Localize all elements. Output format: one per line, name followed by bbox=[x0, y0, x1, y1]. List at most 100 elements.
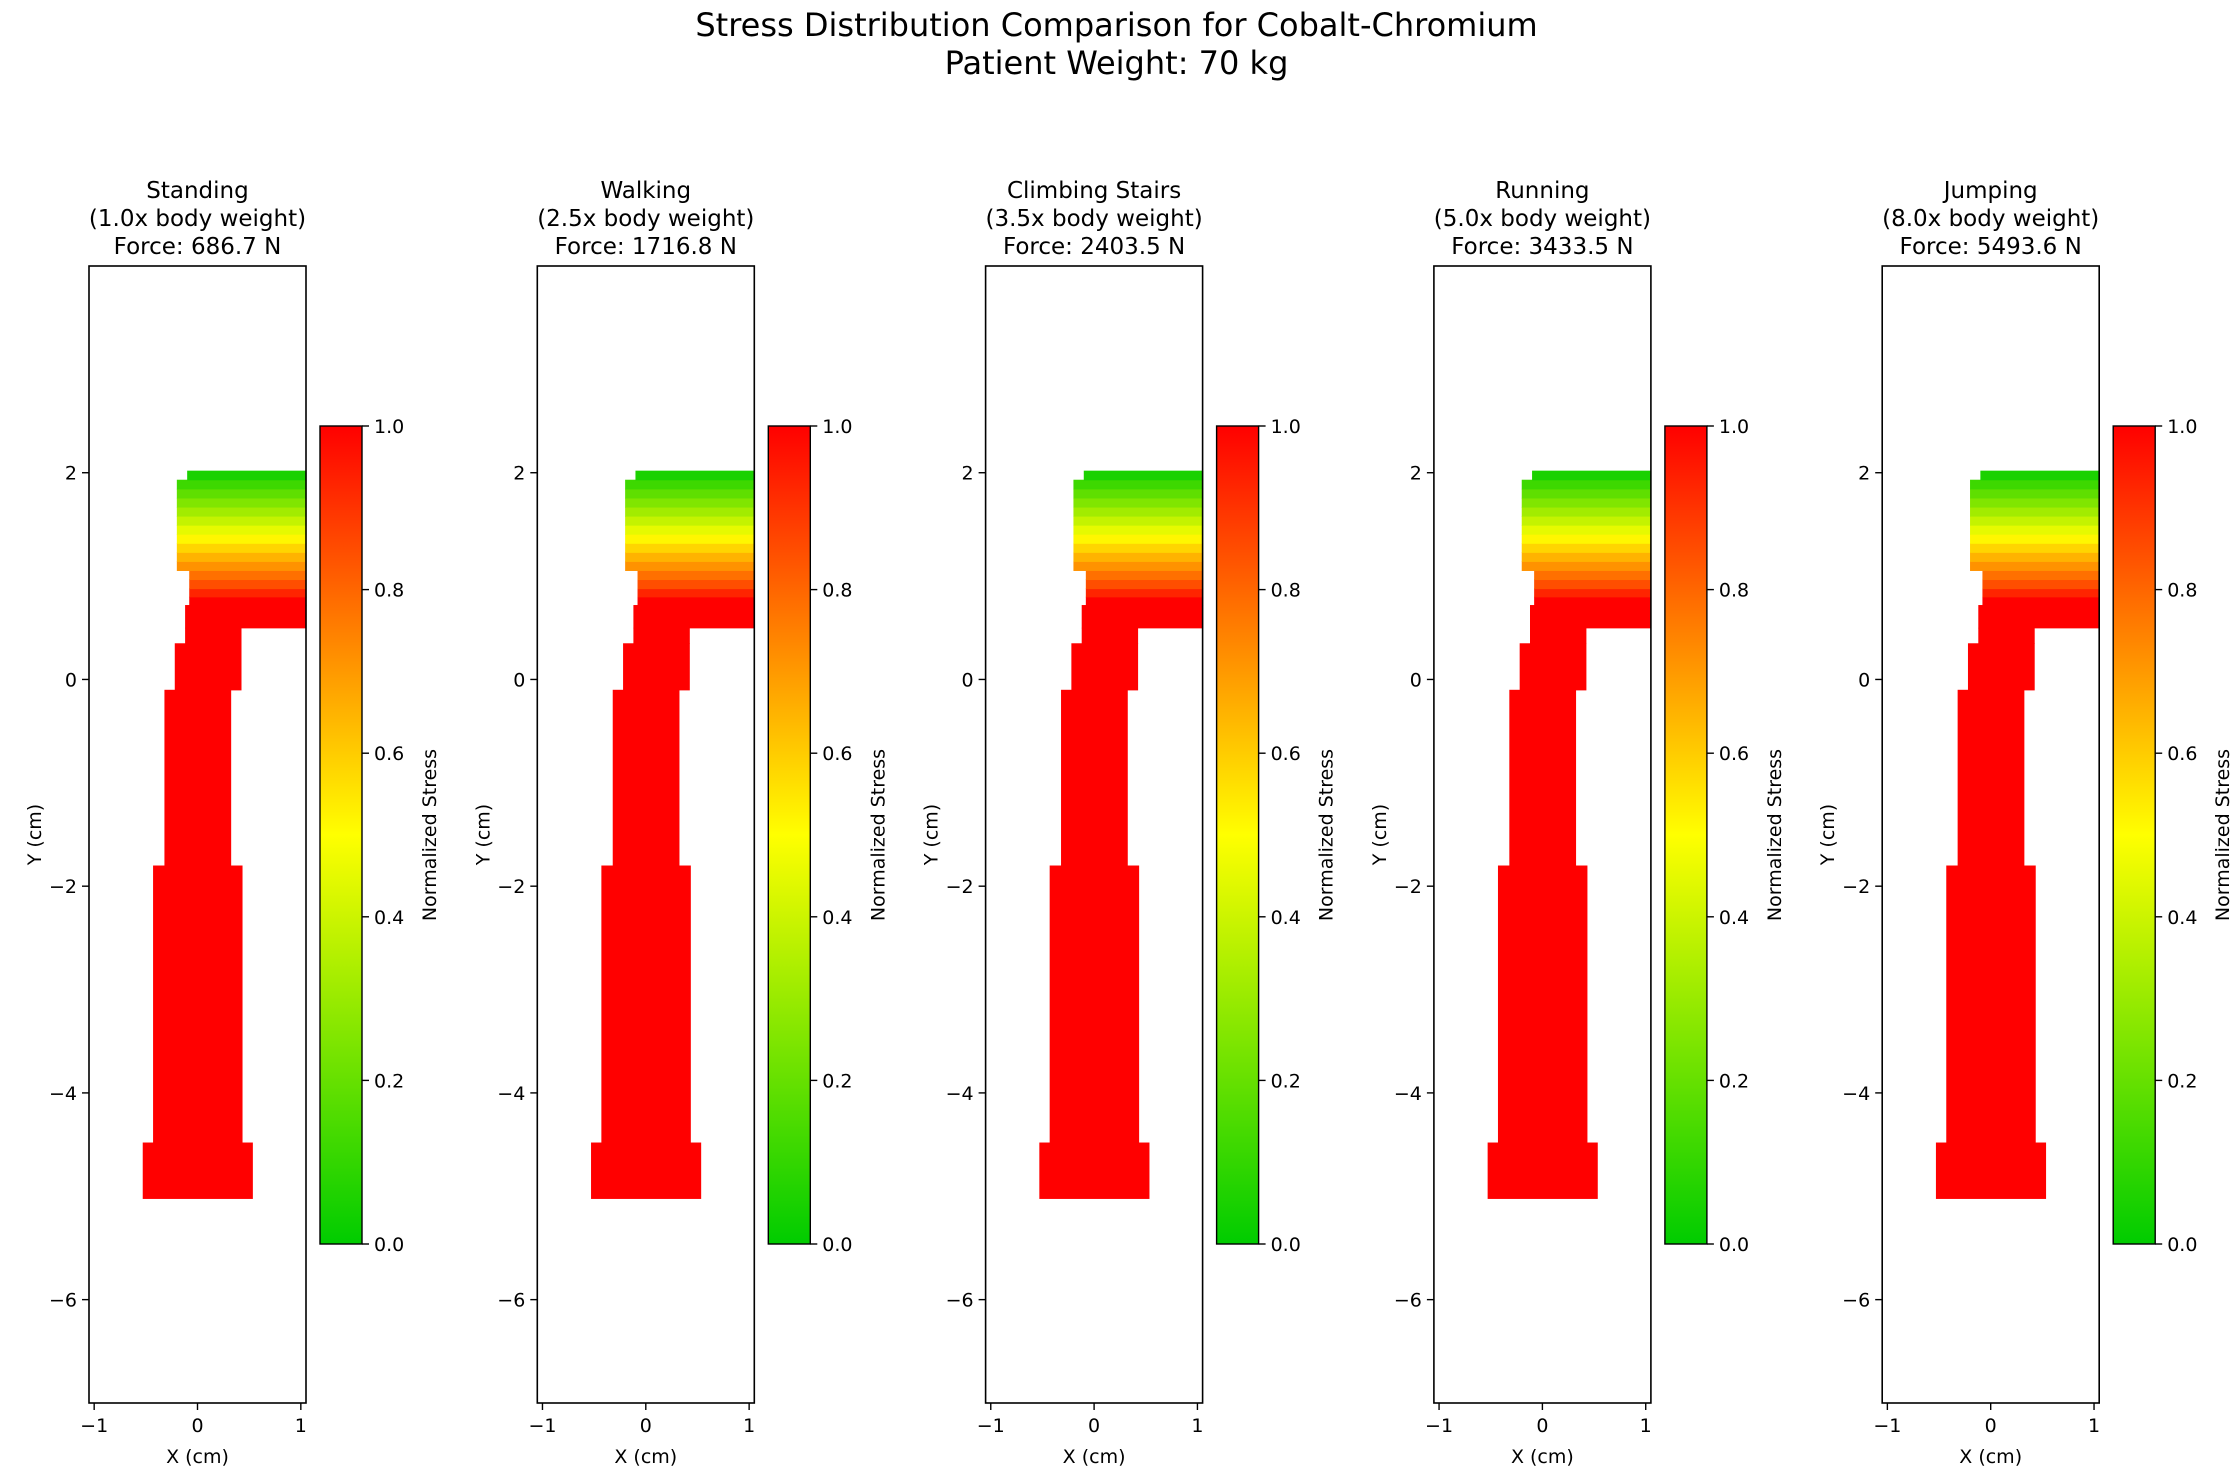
colorbar-gradient bbox=[320, 426, 362, 1244]
colorbar-tick-label: 0.6 bbox=[1719, 743, 1749, 765]
colorbar: 0.0 0.2 0.4 0.6 0.8 1.0 Normalized Stress bbox=[767, 416, 889, 1256]
colorbar-label: Normalized Stress bbox=[419, 749, 441, 921]
stress-cell bbox=[1487, 1142, 1598, 1199]
stress-cell bbox=[601, 865, 691, 1144]
stress-cell bbox=[1532, 470, 1652, 481]
stress-cell bbox=[625, 534, 755, 544]
colorbar: 0.0 0.2 0.4 0.6 0.8 1.0 Normalized Stress bbox=[1664, 416, 1786, 1256]
stress-cell bbox=[1085, 588, 1204, 598]
stress-cell bbox=[623, 643, 690, 691]
subplot-title-line: Walking bbox=[600, 178, 691, 204]
stress-cell bbox=[1083, 470, 1204, 481]
stress-cell bbox=[176, 552, 307, 562]
stress-cell bbox=[637, 570, 755, 581]
x-tick-label: 1 bbox=[743, 1415, 755, 1437]
colorbar-tick-label: 0.4 bbox=[1271, 907, 1301, 929]
stress-cell bbox=[625, 515, 755, 526]
colorbar-label: Normalized Stress bbox=[2212, 749, 2233, 921]
stress-cell bbox=[1970, 534, 2100, 544]
y-tick-label: 2 bbox=[513, 463, 525, 485]
stress-cell bbox=[1530, 627, 1587, 644]
stress-cell bbox=[176, 543, 307, 553]
colorbar-tick-label: 0.8 bbox=[2167, 580, 2197, 602]
x-tick-label: 1 bbox=[295, 1415, 307, 1437]
y-axis-label: Y (cm) bbox=[472, 804, 494, 866]
stress-cell bbox=[185, 627, 242, 644]
stress-cell bbox=[1521, 497, 1652, 508]
stress-cell bbox=[637, 579, 755, 590]
stress-cell bbox=[185, 605, 307, 629]
stress-cell bbox=[1073, 534, 1204, 544]
stress-cell bbox=[1085, 579, 1204, 590]
colorbar-tick-label: 0.2 bbox=[2167, 1070, 2197, 1092]
subplot-title-line: (5.0x body weight) bbox=[1434, 206, 1651, 232]
colorbar-tick-label: 1.0 bbox=[1271, 416, 1301, 438]
subplot-title-line: Force: 2403.5 N bbox=[1003, 234, 1185, 260]
stress-cell bbox=[176, 515, 307, 526]
stress-cell bbox=[1049, 865, 1140, 1144]
stress-cell bbox=[1085, 570, 1204, 581]
y-tick-label: −4 bbox=[1842, 1083, 1870, 1105]
y-tick-label: −2 bbox=[497, 876, 525, 898]
y-tick-label: −6 bbox=[1394, 1290, 1422, 1312]
stress-cell bbox=[1970, 506, 2100, 517]
colorbar-tick-label: 0.8 bbox=[1271, 580, 1301, 602]
subplot-title-line: (1.0x body weight) bbox=[89, 206, 306, 232]
subplot-title-line: (3.5x body weight) bbox=[986, 206, 1203, 232]
stress-cell bbox=[1521, 552, 1652, 562]
colorbar: 0.0 0.2 0.4 0.6 0.8 1.0 Normalized Stress bbox=[2112, 416, 2233, 1256]
colorbar-gradient bbox=[768, 426, 811, 1244]
colorbar-tick-label: 0.0 bbox=[2167, 1234, 2197, 1256]
stress-cell bbox=[635, 470, 755, 481]
stress-cell bbox=[1509, 689, 1577, 867]
stress-cell bbox=[189, 596, 307, 606]
x-tick-label: 1 bbox=[1640, 1415, 1652, 1437]
x-tick-label: 0 bbox=[1985, 1415, 1997, 1437]
stress-cell bbox=[1519, 643, 1587, 691]
stress-field bbox=[1935, 470, 2100, 1199]
stress-cell bbox=[1935, 1142, 2047, 1199]
stress-cell bbox=[176, 534, 307, 544]
subplot-title-line: Climbing Stairs bbox=[1007, 178, 1181, 204]
stress-cell bbox=[1982, 596, 2100, 606]
colorbar-gradient bbox=[1664, 426, 1707, 1244]
colorbar-frame bbox=[1664, 425, 1708, 1245]
stress-cell bbox=[1534, 570, 1652, 581]
subplot-2: −1 0 1 −6 −4 −2 0 2 X (cm) Y (cm) Climbing Stairs(… bbox=[921, 178, 1338, 1468]
stress-cell bbox=[176, 561, 307, 571]
stress-cell bbox=[1946, 865, 2036, 1144]
stress-cell bbox=[1978, 627, 2035, 644]
colorbar-label: Normalized Stress bbox=[867, 749, 889, 921]
y-axis-label: Y (cm) bbox=[1817, 804, 1839, 866]
stress-cell bbox=[1073, 488, 1204, 499]
stress-cell bbox=[176, 506, 307, 517]
x-tick-label: 0 bbox=[640, 1415, 652, 1437]
colorbar-tick-label: 0.6 bbox=[374, 743, 404, 765]
x-tick-label: −1 bbox=[80, 1415, 108, 1437]
y-tick-label: −2 bbox=[1394, 876, 1422, 898]
subplot-title-line: Force: 686.7 N bbox=[114, 234, 282, 260]
subplot-4: −1 0 1 −6 −4 −2 0 2 X (cm) Y (cm) Jumping(8.0x bod… bbox=[1817, 178, 2233, 1468]
y-tick-label: −2 bbox=[1842, 876, 1870, 898]
subplot-0: −1 0 1 −6 −4 −2 0 2 X (cm) Y (cm) Standing(1.0x bo… bbox=[24, 178, 441, 1468]
x-axis-label: X (cm) bbox=[614, 1446, 677, 1468]
y-tick-label: −2 bbox=[49, 876, 77, 898]
y-axis-label: Y (cm) bbox=[921, 804, 943, 866]
stress-cell bbox=[1980, 470, 2100, 481]
x-tick-label: 0 bbox=[191, 1415, 203, 1437]
stress-cell bbox=[176, 525, 307, 535]
stress-cell bbox=[625, 488, 755, 499]
subplot-title-line: Force: 1716.8 N bbox=[555, 234, 737, 260]
stress-cell bbox=[1073, 552, 1204, 562]
colorbar-tick-label: 1.0 bbox=[374, 416, 404, 438]
colorbar-tick-label: 0.0 bbox=[1271, 1234, 1301, 1256]
stress-cell bbox=[633, 605, 755, 629]
colorbar-frame bbox=[2112, 425, 2156, 1245]
stress-cell bbox=[1081, 605, 1204, 629]
stress-cell bbox=[1521, 525, 1652, 535]
colorbar: 0.0 0.2 0.4 0.6 0.8 1.0 Normalized Stress bbox=[319, 416, 441, 1256]
colorbar: 0.0 0.2 0.4 0.6 0.8 1.0 Normalized Stress bbox=[1215, 416, 1338, 1256]
stress-cell bbox=[1061, 689, 1128, 867]
stress-cell bbox=[1982, 588, 2100, 598]
